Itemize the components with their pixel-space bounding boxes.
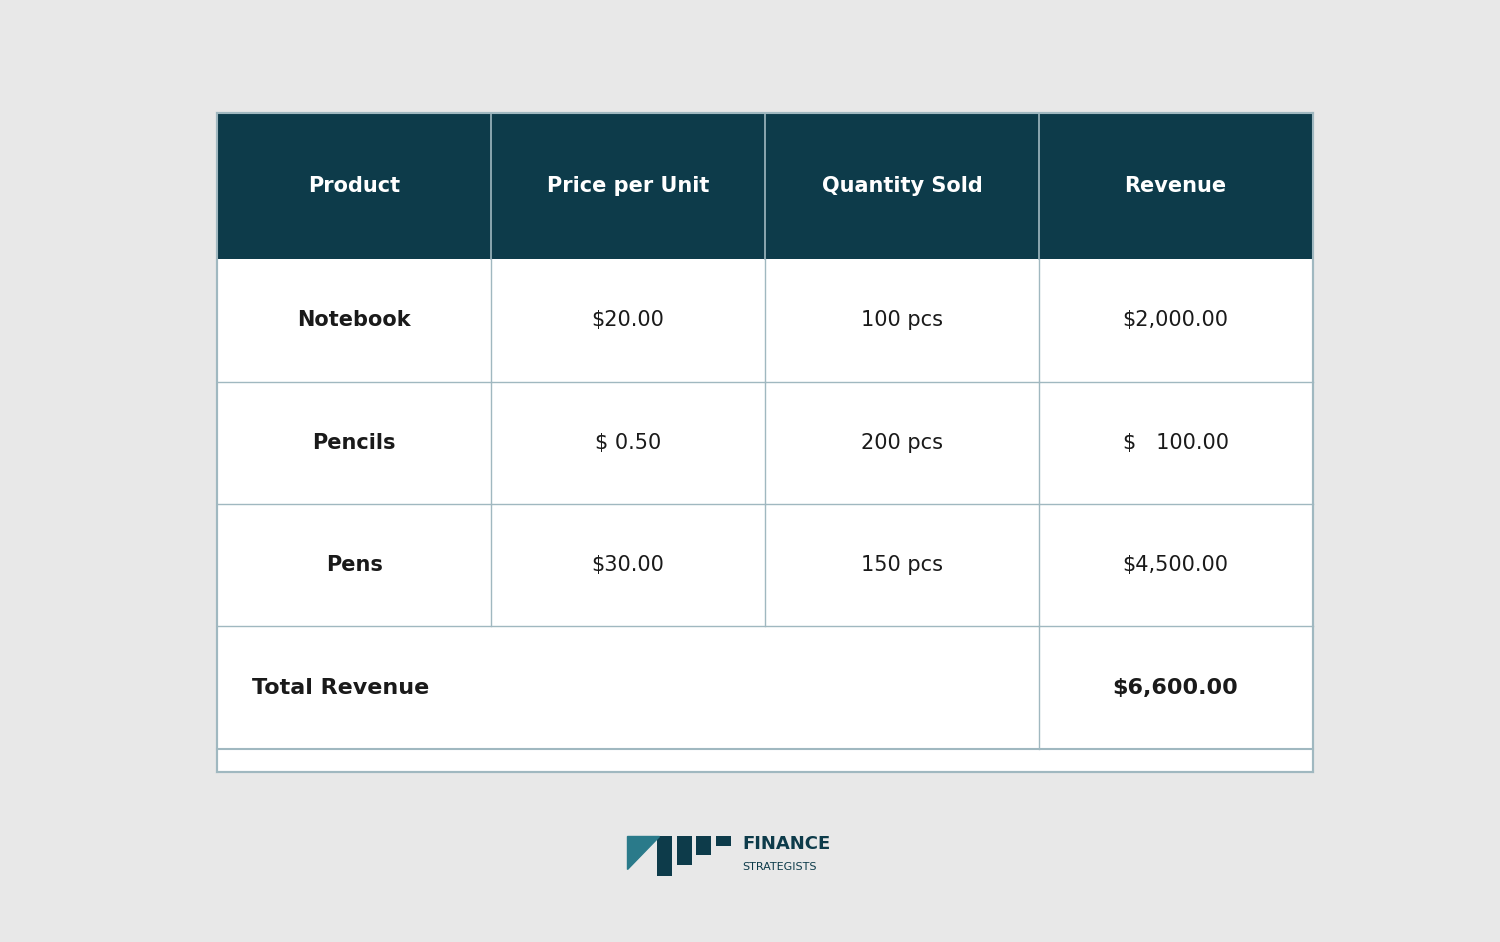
Text: Price per Unit: Price per Unit xyxy=(548,176,710,196)
Text: $   100.00: $ 100.00 xyxy=(1122,432,1228,453)
Text: Notebook: Notebook xyxy=(297,310,411,331)
Text: 100 pcs: 100 pcs xyxy=(861,310,944,331)
Text: $6,600.00: $6,600.00 xyxy=(1113,677,1239,698)
FancyBboxPatch shape xyxy=(716,836,730,846)
Text: Revenue: Revenue xyxy=(1125,176,1227,196)
Polygon shape xyxy=(627,836,658,869)
Text: $2,000.00: $2,000.00 xyxy=(1122,310,1228,331)
FancyBboxPatch shape xyxy=(676,836,692,865)
FancyBboxPatch shape xyxy=(217,113,1312,259)
Text: STRATEGISTS: STRATEGISTS xyxy=(742,862,818,871)
FancyBboxPatch shape xyxy=(657,836,672,876)
Text: 150 pcs: 150 pcs xyxy=(861,555,944,576)
Text: 200 pcs: 200 pcs xyxy=(861,432,944,453)
Text: Quantity Sold: Quantity Sold xyxy=(822,176,983,196)
Text: $4,500.00: $4,500.00 xyxy=(1122,555,1228,576)
Text: $30.00: $30.00 xyxy=(591,555,664,576)
Text: FINANCE: FINANCE xyxy=(742,835,831,853)
Text: $ 0.50: $ 0.50 xyxy=(596,432,662,453)
Text: $20.00: $20.00 xyxy=(591,310,664,331)
FancyBboxPatch shape xyxy=(696,836,711,855)
Text: Product: Product xyxy=(309,176,401,196)
Text: Pens: Pens xyxy=(326,555,382,576)
FancyBboxPatch shape xyxy=(217,113,1312,772)
Text: Pencils: Pencils xyxy=(312,432,396,453)
Text: Total Revenue: Total Revenue xyxy=(252,677,429,698)
